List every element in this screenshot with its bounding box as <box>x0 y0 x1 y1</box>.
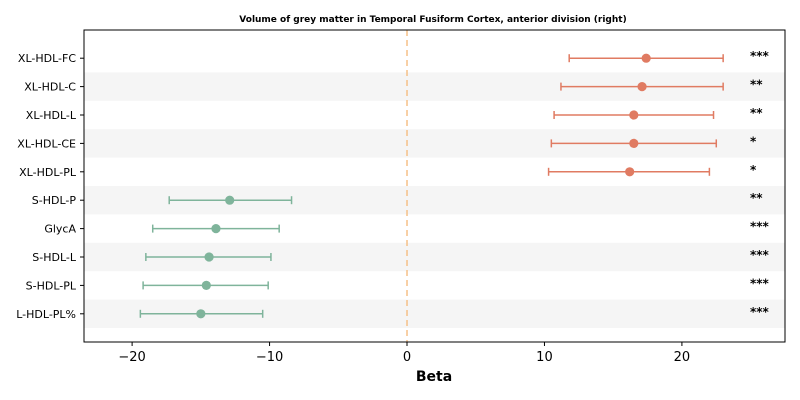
significance-label: *** <box>750 248 770 262</box>
significance-label: *** <box>750 220 770 234</box>
estimate-xl-hdl-ce <box>550 138 718 148</box>
estimate-l-hdl-pl- <box>139 309 264 319</box>
point-estimate <box>637 82 647 92</box>
point-estimate <box>211 224 221 234</box>
x-tick-label: 0 <box>403 350 411 365</box>
x-tick-label: 20 <box>674 350 691 365</box>
y-tick-label: XL-HDL-CE <box>17 137 76 150</box>
x-tick-label: −10 <box>256 350 283 365</box>
x-tick-label: 10 <box>536 350 553 365</box>
point-estimate <box>629 138 639 148</box>
significance-label: ** <box>750 191 763 205</box>
chart-title: Volume of grey matter in Temporal Fusifo… <box>239 15 626 25</box>
y-tick-label: XL-HDL-L <box>26 109 77 122</box>
x-tick-label: −20 <box>118 350 145 365</box>
significance-label: *** <box>750 276 770 290</box>
estimate-glyca <box>151 224 280 234</box>
y-tick-label: GlycA <box>44 223 76 236</box>
significance-label: *** <box>750 305 770 319</box>
estimate-s-hdl-l <box>145 252 272 262</box>
y-tick-label: S-HDL-P <box>32 194 77 207</box>
significance-label: * <box>750 134 757 148</box>
estimate-xl-hdl-l <box>553 110 715 120</box>
point-estimate <box>196 309 206 319</box>
point-estimate <box>225 195 235 205</box>
estimate-xl-hdl-fc <box>568 53 724 63</box>
significance-label: *** <box>750 49 770 63</box>
estimate-xl-hdl-c <box>560 82 724 92</box>
y-tick-label: S-HDL-L <box>32 251 77 264</box>
significance-labels: *********************** <box>750 49 770 319</box>
point-estimate <box>625 167 635 177</box>
y-tick-label: L-HDL-PL% <box>16 308 76 321</box>
y-tick-label: S-HDL-PL <box>26 279 77 292</box>
significance-label: ** <box>750 106 763 120</box>
estimate-xl-hdl-pl <box>547 167 711 177</box>
point-estimate <box>641 53 651 63</box>
y-tick-label: XL-HDL-FC <box>18 52 76 65</box>
point-estimate <box>204 252 214 262</box>
estimate-s-hdl-pl <box>142 280 269 290</box>
y-tick-label: XL-HDL-C <box>24 81 76 94</box>
estimate-s-hdl-p <box>168 195 293 205</box>
significance-label: * <box>750 163 757 177</box>
y-axis-labels: XL-HDL-FC XL-HDL-C XL-HDL-L XL-HDL-CE XL-HDL… <box>16 52 84 321</box>
x-axis: −20 −10 0 10 20 <box>118 342 690 365</box>
data-marks <box>139 53 724 319</box>
point-estimate <box>201 280 211 290</box>
significance-label: ** <box>750 78 763 92</box>
point-estimate <box>629 110 639 120</box>
x-axis-label: Beta <box>416 369 452 385</box>
y-tick-label: XL-HDL-PL <box>19 166 77 179</box>
plot-frame <box>83 29 786 343</box>
